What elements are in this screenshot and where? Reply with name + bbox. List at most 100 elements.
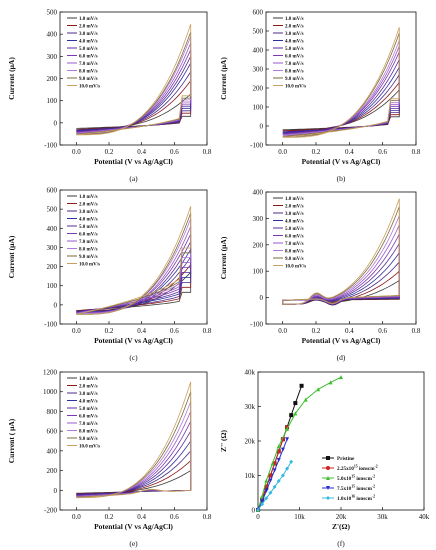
point bbox=[260, 502, 265, 507]
y-tick-label: 100 bbox=[47, 282, 58, 290]
point bbox=[285, 437, 290, 442]
legend-name: Pristine bbox=[337, 456, 355, 462]
x-tick-label: 20k bbox=[336, 513, 347, 521]
legend-label: 5.0x1015 ionscm-2 bbox=[337, 475, 375, 483]
point bbox=[303, 397, 308, 402]
x-tick-label: 0.0 bbox=[72, 327, 81, 335]
x-tick-label: 0.6 bbox=[170, 327, 179, 335]
y-tick-label: 10k bbox=[245, 472, 256, 480]
legend: 1.0 mV/s 2.0 mV/s 3.0 mV/s 4.0 mV/s 5.0 mV/s… bbox=[273, 197, 306, 270]
y-tick-label: 500 bbox=[47, 206, 58, 214]
y-tick-label: 600 bbox=[253, 9, 264, 17]
panel-0: 0.0 0.2 0.4 0.6 0.8 -100 0 100 200 300 400 500 Poten… bbox=[7, 9, 212, 184]
y-tick-label: 40k bbox=[245, 369, 256, 377]
legend-label: 1.0 mV/s bbox=[285, 17, 304, 22]
y-tick-label: 0 bbox=[54, 301, 58, 309]
point bbox=[289, 413, 294, 418]
legend-sup: 16 bbox=[351, 495, 355, 499]
y-tick-label: 100 bbox=[47, 97, 58, 105]
legend: 1.0 mV/s 2.0 mV/s 3.0 mV/s 4.0 mV/s 5.0 mV/s… bbox=[273, 17, 306, 90]
y-axis-label: Current ( μA) bbox=[7, 418, 16, 463]
legend-unit: ionscm bbox=[355, 496, 373, 502]
x-tick-label: 0.0 bbox=[72, 148, 81, 156]
point bbox=[272, 484, 277, 489]
point bbox=[268, 473, 273, 478]
point bbox=[276, 479, 281, 484]
x-tick-label: 0.4 bbox=[137, 327, 146, 335]
y-tick-label: 600 bbox=[47, 187, 58, 195]
point bbox=[285, 426, 290, 431]
cv-curve-10 bbox=[76, 381, 192, 499]
series-3 bbox=[256, 375, 343, 512]
legend-label: 10.0 mV/s bbox=[79, 263, 100, 268]
x-tick-label: 0.8 bbox=[203, 513, 212, 521]
legend-label: 2.0 mV/s bbox=[285, 25, 304, 30]
point bbox=[326, 486, 330, 490]
legend-label: 8.0 mV/s bbox=[285, 250, 304, 255]
x-tick-label: 0.6 bbox=[378, 148, 387, 156]
legend-unit: ionscm bbox=[358, 466, 376, 472]
point bbox=[272, 468, 277, 473]
legend-label: 10.0 mV/s bbox=[79, 445, 100, 450]
point bbox=[270, 461, 275, 466]
y-tick-label: 200 bbox=[253, 241, 264, 249]
y-tick-label: 400 bbox=[253, 189, 264, 197]
cv-curve-10 bbox=[76, 24, 192, 136]
y-tick-label: 1200 bbox=[43, 369, 58, 377]
y-tick-label: 0 bbox=[252, 507, 256, 515]
y-tick-label: 20k bbox=[245, 438, 256, 446]
cv-curve-10 bbox=[282, 198, 400, 305]
x-tick-label: 0.8 bbox=[412, 327, 421, 335]
x-tick-label: 0.6 bbox=[170, 148, 179, 156]
panel-label: (f) bbox=[337, 539, 345, 548]
x-tick-label: 10k bbox=[294, 513, 305, 521]
x-tick-label: 0.0 bbox=[278, 327, 287, 335]
x-axis-label: Z'(Ω) bbox=[332, 522, 351, 531]
y-tick-label: 300 bbox=[47, 53, 58, 61]
y-tick-label: 30k bbox=[245, 403, 256, 411]
legend-label: 2.0 mV/s bbox=[285, 205, 304, 210]
point bbox=[264, 489, 269, 494]
point bbox=[268, 478, 273, 483]
point bbox=[293, 411, 298, 416]
point bbox=[280, 473, 285, 478]
x-axis-label: Potential (V vs Ag/AgCl) bbox=[302, 157, 381, 166]
legend: 1.0 mV/s 2.0 mV/s 3.0 mV/s 4.0 mV/s 5.0 mV/s… bbox=[67, 17, 100, 90]
legend-label: 2.0 mV/s bbox=[79, 385, 98, 390]
panel-5: 0 10k 20k 30k 40k 0 10k 20k 30k 40k Z'(Ω) Z'' (Ω) (f… bbox=[219, 369, 430, 549]
legend-label: 9.0 mV/s bbox=[79, 77, 98, 82]
point bbox=[260, 494, 265, 499]
point bbox=[326, 496, 330, 500]
point bbox=[293, 401, 298, 406]
panel-label: (b) bbox=[337, 174, 346, 183]
plot-frame bbox=[59, 371, 208, 511]
legend-label: 5.0 mV/s bbox=[79, 225, 98, 230]
legend-label: 4.0 mV/s bbox=[285, 40, 304, 45]
series-5 bbox=[256, 459, 294, 512]
legend-label: 9.0 mV/s bbox=[285, 257, 304, 262]
point bbox=[326, 456, 330, 460]
legend-label: 1.0 mV/s bbox=[79, 195, 98, 200]
y-axis-label: Current (μA) bbox=[219, 57, 228, 100]
x-tick-label: 0.6 bbox=[170, 513, 179, 521]
y-tick-label: 300 bbox=[47, 244, 58, 252]
y-tick-label: 300 bbox=[253, 66, 264, 74]
y-tick-label: -100 bbox=[250, 142, 263, 150]
legend-label: 9.0 mV/s bbox=[79, 255, 98, 260]
y-tick-label: 0 bbox=[54, 487, 58, 495]
legend-name: 5.0x10 bbox=[337, 476, 352, 482]
legend-label: 7.5x1015 ionscm-2 bbox=[337, 485, 375, 493]
y-axis-label: Current (μA) bbox=[7, 235, 16, 278]
legend-label: 4.0 mV/s bbox=[79, 40, 98, 45]
y-tick-label: 0 bbox=[54, 119, 58, 127]
x-tick-label: 0.4 bbox=[137, 148, 146, 156]
legend-label: 3.0 mV/s bbox=[79, 32, 98, 37]
x-tick-label: 0.4 bbox=[137, 513, 146, 521]
y-axis-label: Current (μA) bbox=[7, 57, 16, 100]
legend-label: 9.0 mV/s bbox=[79, 437, 98, 442]
x-tick-label: 0.2 bbox=[105, 513, 114, 521]
legend-label: 2.25x1015 ionscm-2 bbox=[337, 465, 378, 473]
y-tick-label: 600 bbox=[47, 428, 58, 436]
y-tick-label: 200 bbox=[47, 263, 58, 271]
legend-label: 5.0 mV/s bbox=[79, 407, 98, 412]
